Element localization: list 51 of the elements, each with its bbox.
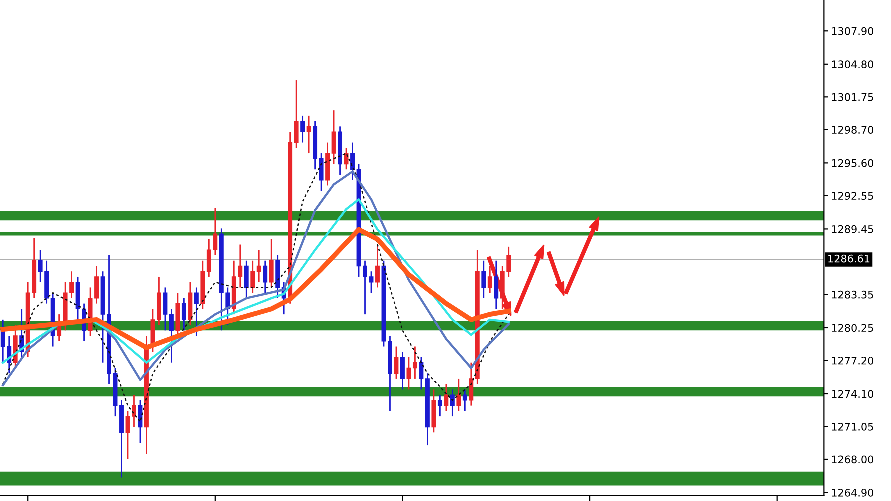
candlestick — [332, 110, 336, 165]
y-tick-label: 1307.90 — [832, 27, 874, 36]
candlestick — [444, 384, 449, 412]
y-tick-label: 1271.05 — [832, 422, 874, 431]
line-series — [0, 227, 512, 350]
y-tick-label: 1304.80 — [832, 60, 874, 69]
candlestick — [394, 346, 399, 380]
candlestick — [376, 244, 380, 288]
candlestick — [319, 152, 324, 192]
candlestick — [132, 394, 136, 428]
candlestick — [194, 287, 199, 337]
y-tick-label: 1268.00 — [832, 456, 874, 464]
candlestick — [350, 142, 355, 182]
y-tick-label: 1289.45 — [832, 225, 874, 234]
y-tick-label: 1264.90 — [832, 488, 874, 497]
candlestick — [163, 287, 168, 332]
candlestick — [400, 351, 405, 390]
candlestick — [462, 389, 468, 412]
candlestick — [306, 115, 312, 154]
candlestick — [419, 356, 424, 390]
candlestick — [412, 346, 418, 380]
line-series — [2, 170, 510, 387]
candlestick — [469, 362, 474, 407]
candlestick — [438, 394, 442, 418]
candlestick — [256, 249, 262, 284]
y-tick-label: 1301.75 — [832, 93, 874, 102]
line-series — [2, 198, 510, 364]
candlestick — [494, 260, 499, 310]
candlestick — [456, 378, 462, 412]
candlestick — [169, 308, 174, 364]
y-tick-label: 1292.55 — [832, 192, 874, 200]
candlestick — [406, 356, 412, 390]
candlestick — [294, 80, 299, 149]
y-tick-label: 1280.25 — [832, 324, 874, 332]
candlestick — [300, 115, 306, 144]
candlestick — [126, 410, 130, 460]
candlestick — [363, 260, 368, 316]
y-tick-label: 1283.35 — [832, 290, 874, 299]
y-tick-label: 1295.60 — [832, 159, 874, 168]
y-tick-label: 1274.10 — [832, 390, 874, 398]
candlestick — [369, 270, 374, 294]
candlestick — [482, 260, 486, 300]
y-tick-label: 1298.70 — [832, 126, 874, 134]
candlestick — [263, 260, 268, 294]
ref-line-label: 1286.61 — [828, 254, 870, 263]
candlestick — [244, 260, 249, 300]
candlestick — [182, 298, 186, 332]
y-tick-label: 1277.20 — [832, 356, 874, 365]
candlestick — [450, 389, 455, 418]
candlestick — [269, 238, 274, 288]
candlestick — [250, 260, 256, 294]
